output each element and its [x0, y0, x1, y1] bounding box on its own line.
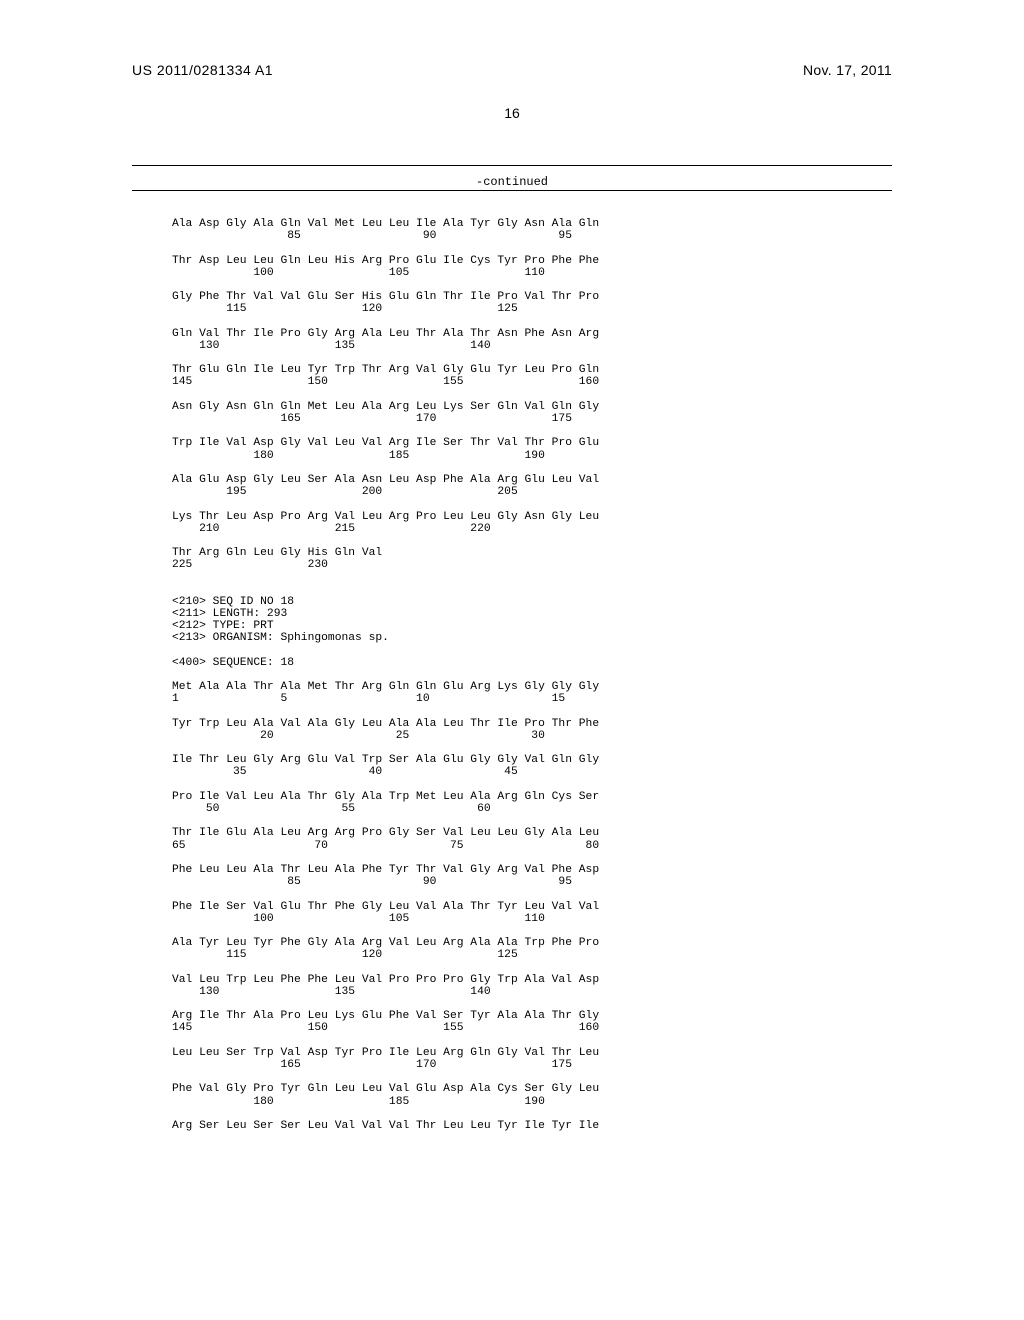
- page-number: 16: [504, 105, 520, 121]
- sequence-listing: Ala Asp Gly Ala Gln Val Met Leu Leu Ile …: [172, 218, 599, 1132]
- rule-top: [132, 165, 892, 166]
- continued-label: -continued: [476, 175, 548, 189]
- rule-bottom: [132, 190, 892, 191]
- publication-number: US 2011/0281334 A1: [132, 62, 273, 78]
- publication-date: Nov. 17, 2011: [803, 62, 892, 78]
